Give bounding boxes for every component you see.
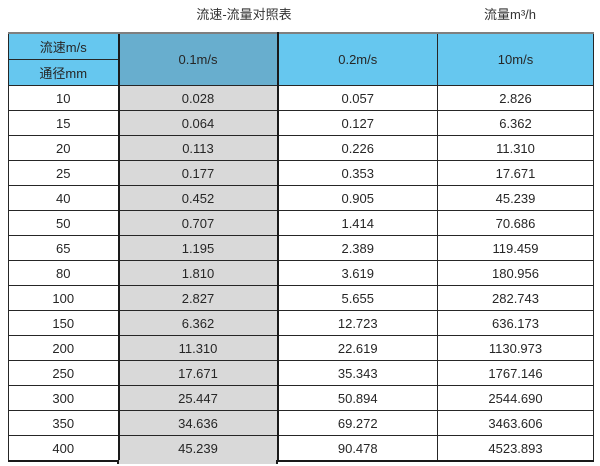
- flow-cell-10ms: 1130.973: [437, 335, 594, 361]
- flow-cell-0-1ms: 11.310: [117, 335, 279, 361]
- table-row: 25 0.177 0.353 17.671: [8, 160, 594, 186]
- flow-cell-0-2ms: 90.478: [277, 435, 438, 462]
- diameter-cell: 40: [8, 185, 119, 211]
- table-body: 10 0.028 0.057 2.826 15 0.064 0.127 6.36…: [8, 85, 594, 462]
- diameter-cell: 65: [8, 235, 119, 261]
- flow-cell-0-1ms: 45.239: [117, 435, 279, 462]
- flow-cell-0-1ms: 2.827: [117, 285, 279, 311]
- flow-cell-0-1ms: 1.810: [117, 260, 279, 286]
- flow-cell-0-1ms: 0.028: [117, 85, 279, 111]
- flow-cell-10ms: 636.173: [437, 310, 594, 336]
- flow-cell-10ms: 11.310: [437, 135, 594, 161]
- table-row: 10 0.028 0.057 2.826: [8, 85, 594, 111]
- flow-cell-0-2ms: 12.723: [277, 310, 438, 336]
- table-row: 15 0.064 0.127 6.362: [8, 110, 594, 136]
- diameter-cell: 20: [8, 135, 119, 161]
- table-row: 20 0.113 0.226 11.310: [8, 135, 594, 161]
- flow-cell-10ms: 70.686: [437, 210, 594, 236]
- flow-cell-0-1ms: 17.671: [117, 360, 279, 386]
- flow-cell-10ms: 180.956: [437, 260, 594, 286]
- table-row: 65 1.195 2.389 119.459: [8, 235, 594, 261]
- flow-cell-0-2ms: 0.127: [277, 110, 438, 136]
- table-row: 100 2.827 5.655 282.743: [8, 285, 594, 311]
- diameter-cell: 150: [8, 310, 119, 336]
- flow-cell-10ms: 45.239: [437, 185, 594, 211]
- flow-cell-0-2ms: 35.343: [277, 360, 438, 386]
- table-title: 流速-流量对照表: [196, 7, 292, 22]
- diameter-cell: 100: [8, 285, 119, 311]
- flow-cell-0-2ms: 0.226: [277, 135, 438, 161]
- flow-cell-10ms: 2544.690: [437, 385, 594, 411]
- header-velocity-label: 流速m/s: [8, 32, 119, 60]
- table-row: 400 45.239 90.478 4523.893: [8, 435, 594, 462]
- flow-cell-10ms: 282.743: [437, 285, 594, 311]
- table-row: 50 0.707 1.414 70.686: [8, 210, 594, 236]
- flow-cell-0-1ms: 1.195: [117, 235, 279, 261]
- flow-cell-10ms: 119.459: [437, 235, 594, 261]
- flow-cell-10ms: 1767.146: [437, 360, 594, 386]
- flow-cell-0-2ms: 2.389: [277, 235, 438, 261]
- header-col-0-2ms: 0.2m/s: [277, 32, 438, 86]
- diameter-cell: 200: [8, 335, 119, 361]
- flow-table: 流速m/s 0.1m/s 0.2m/s 10m/s 通径mm 10 0.028 …: [8, 32, 594, 462]
- diameter-cell: 400: [8, 435, 119, 462]
- flow-cell-0-2ms: 0.353: [277, 160, 438, 186]
- flow-cell-0-1ms: 25.447: [117, 385, 279, 411]
- flow-cell-0-2ms: 0.057: [277, 85, 438, 111]
- flow-cell-0-2ms: 0.905: [277, 185, 438, 211]
- table-row: 350 34.636 69.272 3463.606: [8, 410, 594, 436]
- flow-cell-0-1ms: 6.362: [117, 310, 279, 336]
- flow-unit-label: 流量m³/h: [483, 7, 537, 22]
- flow-cell-10ms: 4523.893: [437, 435, 594, 462]
- header-diameter-label: 通径mm: [8, 59, 119, 86]
- diameter-cell: 300: [8, 385, 119, 411]
- table-row: 300 25.447 50.894 2544.690: [8, 385, 594, 411]
- diameter-cell: 350: [8, 410, 119, 436]
- flow-cell-0-2ms: 5.655: [277, 285, 438, 311]
- flow-cell-10ms: 2.826: [437, 85, 594, 111]
- diameter-cell: 15: [8, 110, 119, 136]
- flow-cell-0-1ms: 0.707: [117, 210, 279, 236]
- flow-cell-0-1ms: 0.452: [117, 185, 279, 211]
- table-row: 250 17.671 35.343 1767.146: [8, 360, 594, 386]
- flow-cell-10ms: 17.671: [437, 160, 594, 186]
- flow-cell-0-1ms: 0.064: [117, 110, 279, 136]
- flow-cell-0-2ms: 69.272: [277, 410, 438, 436]
- flow-cell-0-2ms: 22.619: [277, 335, 438, 361]
- table-row: 200 11.310 22.619 1130.973: [8, 335, 594, 361]
- flow-cell-0-1ms: 0.177: [117, 160, 279, 186]
- diameter-cell: 10: [8, 85, 119, 111]
- diameter-cell: 25: [8, 160, 119, 186]
- flow-cell-0-2ms: 3.619: [277, 260, 438, 286]
- flow-cell-0-2ms: 50.894: [277, 385, 438, 411]
- table-row: 80 1.810 3.619 180.956: [8, 260, 594, 286]
- flow-cell-10ms: 3463.606: [437, 410, 594, 436]
- table-row: 40 0.452 0.905 45.239: [8, 185, 594, 211]
- diameter-cell: 50: [8, 210, 119, 236]
- flow-cell-0-1ms: 34.636: [117, 410, 279, 436]
- flow-cell-0-1ms: 0.113: [117, 135, 279, 161]
- table-row: 150 6.362 12.723 636.173: [8, 310, 594, 336]
- diameter-cell: 80: [8, 260, 119, 286]
- header-col-0-1ms: 0.1m/s: [117, 32, 279, 86]
- flow-table-header: 流速m/s 0.1m/s 0.2m/s 10m/s 通径mm: [8, 32, 594, 86]
- flow-cell-0-2ms: 1.414: [277, 210, 438, 236]
- highlight-column-overhang: [117, 460, 278, 464]
- header-col-10ms: 10m/s: [437, 32, 594, 86]
- diameter-cell: 250: [8, 360, 119, 386]
- flow-cell-10ms: 6.362: [437, 110, 594, 136]
